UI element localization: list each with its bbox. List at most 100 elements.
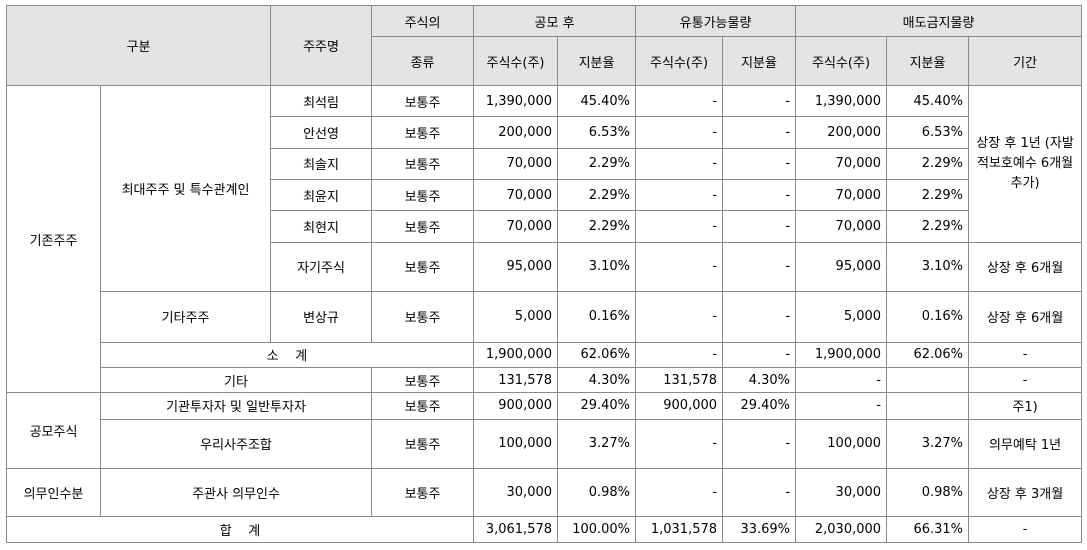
group-public: 공모주식 xyxy=(6,392,101,470)
header-ratio-lockup: 지분율 xyxy=(886,36,970,86)
shares-lockup: 200,000 xyxy=(795,116,888,149)
table-row: 의무인수분 주관사 의무인수 보통주 30,000 0.98% - - 30,0… xyxy=(6,468,1083,517)
table-row: 기타 보통주 131,578 4.30% 131,578 4.30% - - xyxy=(7,366,1083,394)
header-stock-type-top: 주식의 xyxy=(371,4,475,38)
shares-tradable: - xyxy=(635,241,724,293)
header-after-ipo: 공모 후 xyxy=(473,4,637,38)
group-mandatory: 의무인수분 xyxy=(6,468,101,517)
period-esop: 의무예탁 1년 xyxy=(968,418,1083,470)
ratio-tradable: - xyxy=(722,210,797,243)
table-row: 기존주주 최대주주 및 특수관계인 최석림 보통주 1,390,000 45.4… xyxy=(6,84,1083,394)
period-six-months: 상장 후 6개월 xyxy=(968,291,1083,343)
table-row: 우리사주조합 보통주 100,000 3.27% - - 100,000 3.2… xyxy=(7,418,1083,470)
table-row: 자기주식 보통주 95,000 3.10% - - 95,000 3.10% 상… xyxy=(7,241,1083,293)
stock-type: 보통주 xyxy=(371,84,475,118)
stock-type: 보통주 xyxy=(371,147,475,180)
ratio-tradable: - xyxy=(722,147,797,180)
group-investors: 기관투자자 및 일반투자자 xyxy=(99,392,373,420)
shares-after-ipo: 95,000 xyxy=(473,241,559,293)
shares-lockup: 70,000 xyxy=(795,147,888,180)
period: - xyxy=(968,341,1083,368)
stock-type: 보통주 xyxy=(371,178,475,212)
shares-tradable: - xyxy=(635,291,724,343)
stock-type: 보통주 xyxy=(371,116,475,149)
ratio-tradable: 33.69% xyxy=(722,515,797,544)
ratio-lockup: 62.06% xyxy=(886,341,970,368)
shares-tradable: - xyxy=(635,210,724,243)
ratio-lockup: 0.16% xyxy=(886,291,970,343)
table-row: 최솔지 보통주 70,000 2.29% - - 70,000 2.29% xyxy=(7,147,1082,180)
ratio-lockup: 66.31% xyxy=(886,515,970,544)
holder-name: 안선영 xyxy=(270,116,373,149)
ratio-after-ipo: 45.40% xyxy=(557,84,637,118)
period-note: 주1) xyxy=(968,392,1083,420)
shares-tradable: - xyxy=(635,418,724,470)
ratio-tradable: - xyxy=(722,341,797,368)
ratio-tradable: - xyxy=(722,116,797,149)
period-six-months: 상장 후 6개월 xyxy=(968,241,1083,293)
period: - xyxy=(968,366,1083,394)
shares-tradable: - xyxy=(635,178,724,212)
shares-after-ipo: 3,061,578 xyxy=(473,515,559,544)
header-ratio-tradable: 지분율 xyxy=(722,36,797,86)
header-shares-lockup: 주식수(주) xyxy=(795,36,888,86)
shares-lockup: 5,000 xyxy=(795,291,888,343)
shares-after-ipo: 5,000 xyxy=(473,291,559,343)
ratio-after-ipo: 29.40% xyxy=(557,392,637,420)
table-row: 안선영 보통주 200,000 6.53% - - 200,000 6.53% xyxy=(7,116,1082,149)
ratio-after-ipo: 100.00% xyxy=(557,515,637,544)
stock-type: 보통주 xyxy=(371,366,475,394)
header-holder: 주주명 xyxy=(270,5,373,86)
shareholding-lockup-table: 구분 주주명 주식의 공모 후 유통가능물량 매도금지물량 종류 주식수(주) … xyxy=(5,4,1083,544)
stock-type: 보통주 xyxy=(371,418,475,470)
shares-lockup: 70,000 xyxy=(795,210,888,243)
ratio-lockup: 2.29% xyxy=(886,178,970,212)
group-existing: 기존주주 xyxy=(6,84,101,394)
header-shares-after-ipo: 주식수(주) xyxy=(473,36,559,86)
stock-type: 보통주 xyxy=(371,241,475,293)
header-period: 기간 xyxy=(968,36,1083,86)
table-row: 최윤지 보통주 70,000 2.29% - - 70,000 2.29% xyxy=(7,178,1082,212)
ratio-after-ipo: 3.10% xyxy=(557,241,637,293)
ratio-after-ipo: 0.98% xyxy=(557,468,637,517)
ratio-tradable: - xyxy=(722,468,797,517)
shares-after-ipo: 70,000 xyxy=(473,178,559,212)
ratio-lockup xyxy=(886,392,970,420)
shares-tradable: - xyxy=(635,147,724,180)
ratio-after-ipo: 6.53% xyxy=(557,116,637,149)
ratio-lockup: 45.40% xyxy=(886,84,970,118)
holder-name: 최윤지 xyxy=(270,178,373,212)
holder-name: 변상규 xyxy=(270,291,373,343)
group-major: 최대주주 및 특수관계인 xyxy=(99,84,272,293)
holder-name: 자기주식 xyxy=(270,241,373,293)
ratio-tradable: - xyxy=(722,418,797,470)
ratio-lockup xyxy=(886,366,970,394)
shares-after-ipo: 30,000 xyxy=(473,468,559,517)
table-row: 기타주주 변상규 보통주 5,000 0.16% - - 5,000 0.16%… xyxy=(7,291,1083,343)
header-ratio-after-ipo: 지분율 xyxy=(557,36,637,86)
holder-name: 최석림 xyxy=(270,84,373,118)
header-shares-tradable: 주식수(주) xyxy=(635,36,724,86)
stock-type: 보통주 xyxy=(371,392,475,420)
shares-lockup: 1,900,000 xyxy=(795,341,888,368)
shares-tradable: 1,031,578 xyxy=(635,515,724,544)
period-major: 상장 후 1년 (자발적보호예수 6개월 추가) xyxy=(968,84,1083,243)
shares-after-ipo: 100,000 xyxy=(473,418,559,470)
ratio-after-ipo: 62.06% xyxy=(557,341,637,368)
shares-after-ipo: 200,000 xyxy=(473,116,559,149)
shares-tradable: - xyxy=(635,341,724,368)
holder-name: 최솔지 xyxy=(270,147,373,180)
total-row: 합 계 3,061,578 100.00% 1,031,578 33.69% 2… xyxy=(5,515,1083,544)
group-other-holders: 기타주주 xyxy=(99,291,272,343)
ratio-lockup: 3.10% xyxy=(886,241,970,293)
shares-lockup: 2,030,000 xyxy=(795,515,888,544)
ratio-lockup: 3.27% xyxy=(886,418,970,470)
ratio-after-ipo: 2.29% xyxy=(557,210,637,243)
shares-tradable: - xyxy=(635,84,724,118)
ratio-lockup: 2.29% xyxy=(886,210,970,243)
ratio-lockup: 6.53% xyxy=(886,116,970,149)
stock-type: 보통주 xyxy=(371,291,475,343)
table-row: 최현지 보통주 70,000 2.29% - - 70,000 2.29% xyxy=(7,210,1082,243)
shares-lockup: 95,000 xyxy=(795,241,888,293)
shares-after-ipo: 70,000 xyxy=(473,210,559,243)
